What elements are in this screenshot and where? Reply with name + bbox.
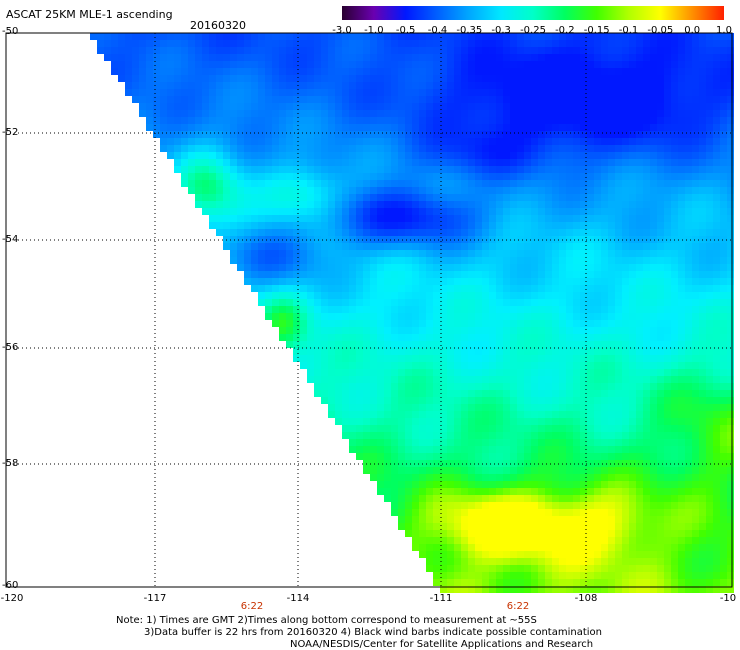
time-label: 6:22 [240, 601, 264, 612]
color-scale-tick-label: -0.35 [456, 25, 483, 36]
lat-label: -56 [2, 342, 19, 353]
lat-label: -52 [2, 127, 19, 138]
color-scale-tick-label: 0.0 [684, 25, 701, 36]
color-scale-tick-label: -0.05 [647, 25, 674, 36]
lat-label: -50 [2, 26, 19, 37]
credit-line: NOAA/NESDIS/Center for Satellite Applica… [290, 639, 594, 650]
lat-label: -58 [2, 458, 19, 469]
lon-label: -10 [719, 593, 737, 604]
swath-cells [90, 33, 734, 593]
lat-lon-grid [6, 33, 732, 587]
lon-label: -120 [0, 593, 24, 604]
color-scale-tick-label: -0.4 [427, 25, 448, 36]
color-scale-tick-label: -0.3 [491, 25, 511, 36]
lat-label: -60 [2, 580, 19, 591]
color-scale-tick-label: -0.2 [555, 25, 575, 36]
color-scale-bar [342, 6, 724, 20]
lon-label: -117 [143, 593, 167, 604]
color-scale-tick-label: -3.0 [332, 25, 352, 36]
lat-label: -54 [2, 234, 19, 245]
lon-label: -114 [286, 593, 310, 604]
time-label: 6:22 [506, 601, 530, 612]
map-frame [5, 32, 733, 588]
color-scale-tick-label: -1.0 [364, 25, 384, 36]
note-line: Note: 1) Times are GMT 2)Times along bot… [116, 615, 537, 626]
color-scale-tick-label: -0.5 [395, 25, 416, 36]
lon-label: -108 [574, 593, 598, 604]
color-scale-tick-label: -0.25 [520, 25, 546, 36]
lon-label: -111 [429, 593, 453, 604]
color-scale-tick-label: 1.0 [716, 25, 732, 36]
color-scale-tick-label: -0.1 [618, 25, 639, 36]
product-date: 20160320 [190, 19, 246, 32]
note-line: 3)Data buffer is 22 hrs from 20160320 4)… [144, 627, 602, 638]
product-title: ASCAT 25KM MLE-1 ascending [6, 8, 173, 21]
color-scale-tick-label: -0.15 [583, 25, 610, 36]
